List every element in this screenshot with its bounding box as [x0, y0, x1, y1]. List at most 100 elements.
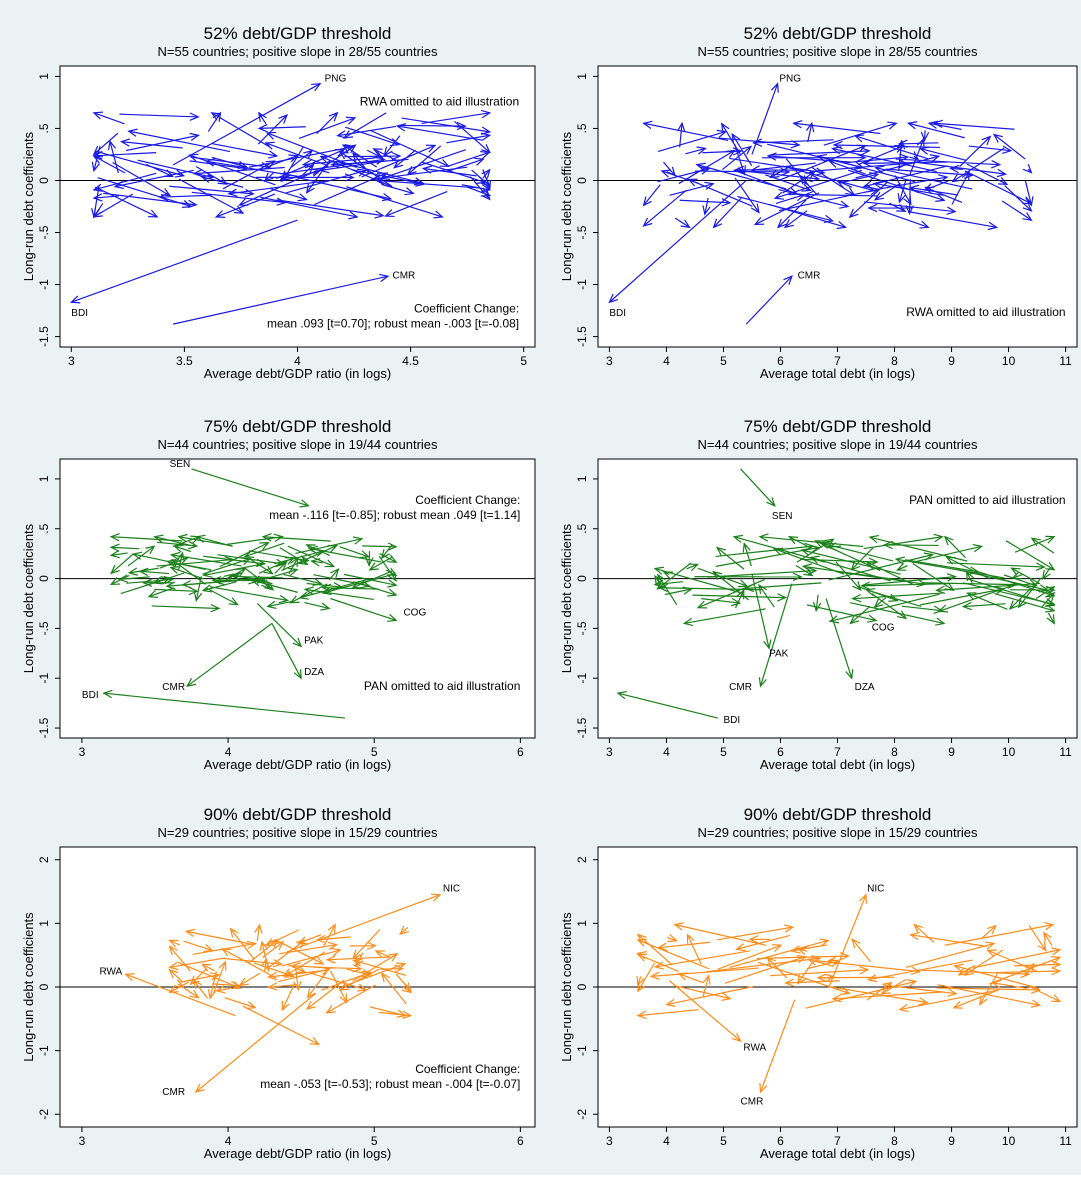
panel-title: 90% debt/GDP threshold [744, 805, 932, 824]
x-tick-label: 11 [1059, 354, 1072, 368]
country-label: PNG [325, 74, 347, 85]
panel-subtitle: N=55 countries; positive slope in 28/55 … [157, 44, 438, 59]
y-tick-label: -1.5 [37, 717, 51, 738]
panel-subtitle: N=44 countries; positive slope in 19/44 … [697, 437, 978, 452]
country-label: CMR [741, 1097, 764, 1108]
y-tick-label: 0 [37, 177, 51, 184]
x-tick-label: 5 [720, 745, 727, 759]
country-label: BDI [723, 715, 740, 726]
y-axis-label: Long-run debt coefficients [21, 912, 36, 1062]
x-axis-label: Average debt/GDP ratio (in logs) [204, 366, 391, 381]
y-tick-label: 1 [575, 920, 589, 927]
y-tick-label: 0 [575, 575, 589, 582]
coefficient-note: Coefficient Change: [414, 302, 519, 316]
country-label: BDI [609, 308, 626, 319]
coefficient-note: mean -.053 [t=-0.53]; robust mean -.004 … [260, 1077, 520, 1091]
omitted-note: RWA omitted to aid illustration [906, 305, 1065, 319]
country-label: BDI [71, 308, 88, 319]
country-label: COG [403, 607, 426, 618]
y-tick-label: 1 [575, 475, 589, 482]
x-tick-label: 3 [79, 745, 86, 759]
x-tick-label: 10 [1002, 745, 1016, 759]
country-label: RWA [99, 966, 122, 977]
y-tick-label: 0 [37, 983, 51, 990]
panel-title: 52% debt/GDP threshold [204, 24, 392, 43]
x-axis-label: Average total debt (in logs) [760, 757, 915, 772]
y-tick-label: -1 [37, 279, 51, 290]
country-arrow [380, 969, 402, 970]
y-axis-label: Long-run debt coefficients [21, 523, 36, 673]
x-tick-label: 4 [663, 1134, 670, 1148]
x-tick-label: 6 [517, 1134, 524, 1148]
panel-title: 90% debt/GDP threshold [204, 805, 392, 824]
y-tick-label: -.5 [37, 621, 51, 635]
y-tick-label: .5 [575, 123, 589, 133]
y-tick-label: -1 [575, 673, 589, 684]
panel-title: 75% debt/GDP threshold [744, 417, 932, 436]
y-tick-label: -1 [37, 1045, 51, 1056]
country-arrow [884, 545, 938, 546]
panel-subtitle: N=29 countries; positive slope in 15/29 … [157, 825, 438, 840]
y-tick-label: 0 [575, 177, 589, 184]
x-tick-label: 9 [948, 745, 955, 759]
country-label: NIC [443, 884, 460, 895]
x-tick-label: 6 [517, 745, 524, 759]
x-tick-label: 5 [520, 354, 527, 368]
country-label: BDI [82, 690, 99, 701]
y-tick-label: 1 [37, 73, 51, 80]
y-tick-label: -1.5 [575, 326, 589, 347]
omitted-note: RWA omitted to aid illustration [360, 95, 519, 109]
coefficient-note: mean -.116 [t=-0.85]; robust mean .049 [… [269, 508, 520, 522]
country-label: SEN [772, 511, 793, 522]
x-tick-label: 5 [720, 1134, 727, 1148]
y-axis-label: Long-run debt coefficients [559, 912, 574, 1062]
omitted-note: PAN omitted to aid illustration [909, 493, 1066, 507]
omitted-note: PAN omitted to aid illustration [364, 679, 521, 693]
coefficient-note: mean .093 [t=0.70]; robust mean -.003 [t… [267, 317, 519, 331]
country-label: SEN [170, 459, 191, 470]
y-tick-label: -.5 [37, 225, 51, 239]
y-tick-label: 0 [37, 575, 51, 582]
x-tick-label: 4.5 [402, 354, 419, 368]
x-axis-label: Average total debt (in logs) [760, 1146, 915, 1161]
x-tick-label: 3.5 [176, 354, 193, 368]
x-axis-label: Average debt/GDP ratio (in logs) [204, 757, 391, 772]
coefficient-note: Coefficient Change: [415, 493, 520, 507]
panel-title: 52% debt/GDP threshold [744, 24, 932, 43]
y-tick-label: -.5 [575, 225, 589, 239]
x-tick-label: 3 [79, 1134, 86, 1148]
panel-subtitle: N=44 countries; positive slope in 19/44 … [157, 437, 438, 452]
y-axis-label: Long-run debt coefficients [559, 131, 574, 281]
y-tick-label: -1 [575, 279, 589, 290]
x-tick-label: 3 [606, 1134, 613, 1148]
y-tick-label: .5 [575, 523, 589, 533]
y-tick-label: 0 [575, 983, 589, 990]
country-label: PAK [769, 648, 789, 659]
panel-subtitle: N=55 countries; positive slope in 28/55 … [697, 44, 978, 59]
y-tick-label: .5 [37, 123, 51, 133]
x-tick-label: 4 [663, 745, 670, 759]
y-tick-label: -1.5 [575, 717, 589, 738]
panel-subtitle: N=29 countries; positive slope in 15/29 … [697, 825, 978, 840]
y-tick-label: 1 [37, 920, 51, 927]
y-tick-label: -2 [37, 1109, 51, 1120]
x-tick-label: 4 [663, 354, 670, 368]
x-axis-label: Average debt/GDP ratio (in logs) [204, 1146, 391, 1161]
y-tick-label: -.5 [575, 621, 589, 635]
x-tick-label: 3 [68, 354, 75, 368]
country-label: COG [872, 622, 895, 633]
y-axis-label: Long-run debt coefficients [21, 131, 36, 281]
country-label: CMR [729, 682, 752, 693]
y-tick-label: 1 [575, 73, 589, 80]
country-label: DZA [304, 667, 324, 678]
x-tick-label: 11 [1059, 745, 1072, 759]
y-tick-label: 2 [37, 856, 51, 863]
y-tick-label: -1 [575, 1045, 589, 1056]
y-tick-label: 2 [575, 856, 589, 863]
country-label: CMR [798, 270, 821, 281]
